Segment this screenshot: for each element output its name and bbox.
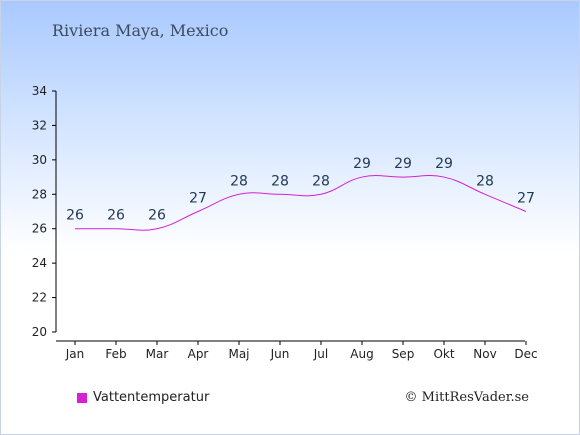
data-label: 27 <box>189 191 207 207</box>
y-tick-label: 26 <box>32 222 47 236</box>
data-label: 29 <box>394 156 412 172</box>
y-tick-label: 24 <box>32 256 47 270</box>
x-tick-label: Mar <box>146 347 169 361</box>
data-label: 28 <box>230 173 248 189</box>
data-label: 29 <box>435 156 453 172</box>
series-line <box>75 175 527 231</box>
y-tick-label: 34 <box>32 84 47 98</box>
x-tick-label: Jan <box>65 347 85 361</box>
data-label: 26 <box>148 208 166 224</box>
data-label: 26 <box>107 208 125 224</box>
data-label: 28 <box>476 173 494 189</box>
y-tick-label: 28 <box>32 187 47 201</box>
x-tick-label: Okt <box>433 347 454 361</box>
y-tick-label: 22 <box>32 291 47 305</box>
x-tick-label: Nov <box>473 347 496 361</box>
x-tick-label: Maj <box>228 347 249 361</box>
y-tick-label: 32 <box>32 118 47 132</box>
x-tick-label: Sep <box>392 347 415 361</box>
legend: Vattentemperatur <box>77 390 209 405</box>
y-tick-label: 20 <box>32 325 47 339</box>
y-tick-label: 30 <box>32 153 47 167</box>
x-tick-label: Aug <box>350 347 373 361</box>
credit-text: © MittResVader.se <box>404 390 529 405</box>
legend-label: Vattentemperatur <box>93 390 210 405</box>
data-label: 28 <box>271 173 289 189</box>
legend-swatch <box>77 392 87 403</box>
x-tick-label: Dec <box>514 347 537 361</box>
data-label: 29 <box>353 156 371 172</box>
chart-title: Riviera Maya, Mexico <box>52 21 229 40</box>
x-tick-label: Jun <box>270 347 290 361</box>
data-label: 28 <box>312 173 330 189</box>
x-tick-label: Jul <box>313 347 328 361</box>
data-label: 27 <box>517 191 535 207</box>
data-label: 26 <box>66 208 84 224</box>
x-tick-label: Apr <box>188 347 209 361</box>
x-tick-label: Feb <box>105 347 126 361</box>
